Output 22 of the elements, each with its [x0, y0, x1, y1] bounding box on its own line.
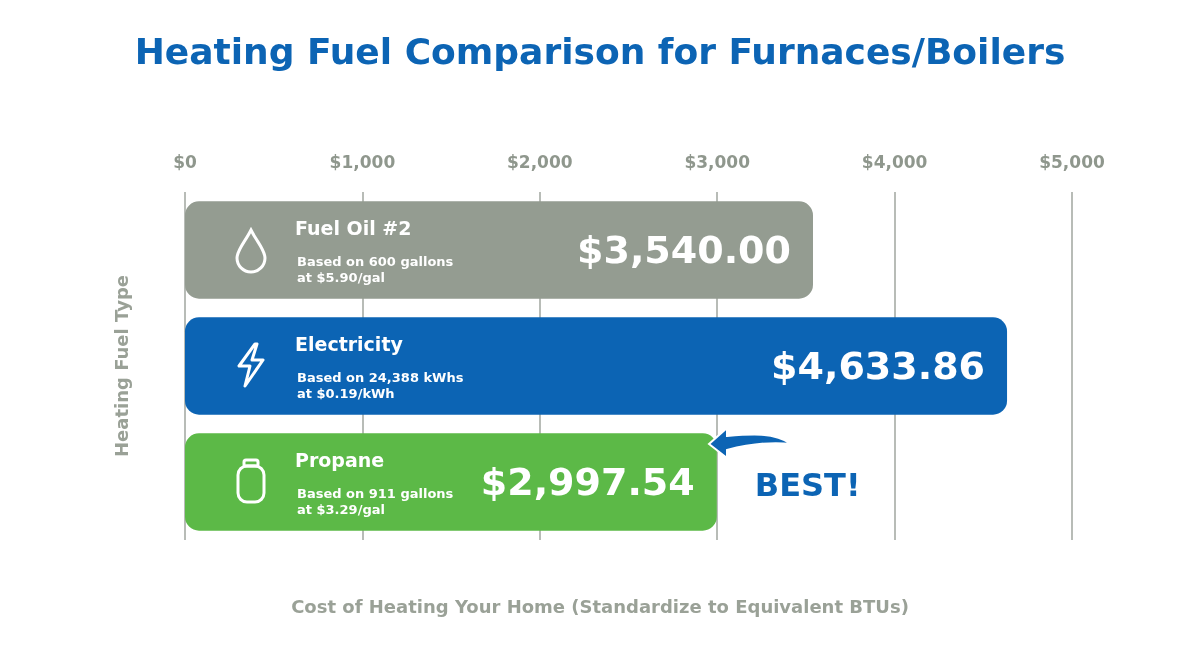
y-tick-label: Electricity	[295, 333, 404, 355]
bar	[185, 201, 813, 299]
annotation: Based on 911 gallons at $3.29/gal	[297, 485, 454, 517]
annotation: Based on 24,388 kWhs at $0.19/kWh	[297, 369, 464, 401]
chart-title: Heating Fuel Comparison for Furnaces/Boilers	[134, 30, 1066, 72]
y-tick-label: Fuel Oil #2	[295, 217, 412, 239]
y-tick-label: Propane	[295, 449, 385, 471]
x-tick-label: $5,000	[1039, 151, 1105, 172]
annotation: BEST!	[754, 466, 861, 504]
bar	[185, 433, 717, 531]
data-label: $3,540.00	[577, 228, 791, 272]
x-tick-label: $3,000	[684, 151, 751, 172]
x-tick-label: $2,000	[507, 151, 573, 172]
x-tick-label: $1,000	[329, 151, 396, 172]
y-axis-title: Heating Fuel Type	[110, 275, 132, 457]
data-label: $4,633.86	[771, 344, 986, 388]
data-label: $2,997.54	[480, 460, 695, 504]
x-tick-label: $0	[173, 151, 197, 172]
x-tick-label: $4,000	[861, 151, 928, 172]
annotation: Based on 600 gallons at $5.90/gal	[297, 253, 454, 285]
x-axis-title: Cost of Heating Your Home (Standardize to Equivalent BTUs)	[291, 595, 909, 617]
bar	[185, 317, 1008, 415]
